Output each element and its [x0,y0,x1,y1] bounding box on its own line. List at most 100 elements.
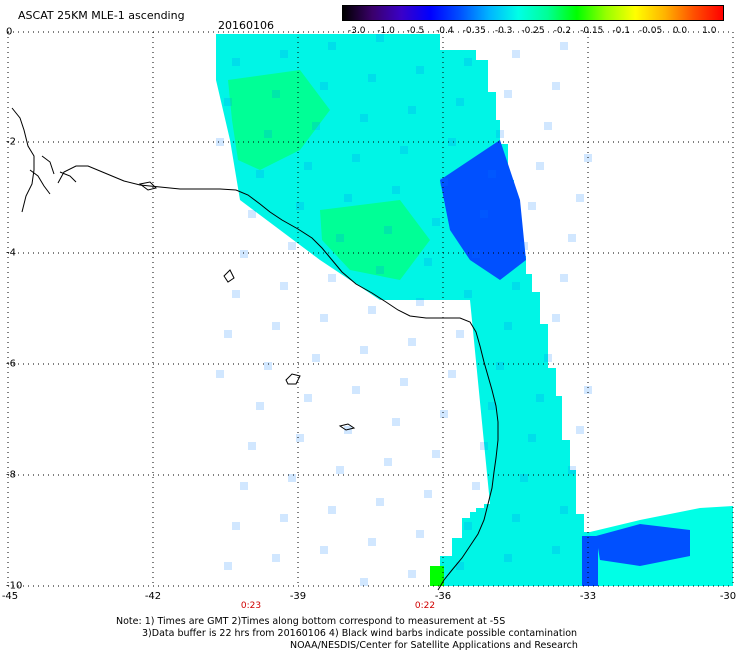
swath-pixel [456,98,464,106]
swath-pixel [256,402,264,410]
colorbar-tick-label: -0.25 [521,26,545,36]
swath-pixel [376,34,384,42]
swath-pixel [512,514,520,522]
swath-pixel [320,546,328,554]
swath-pixel [512,50,520,58]
swath-pixel [512,282,520,290]
swath-pixel [440,178,448,186]
swath-pixel [400,378,408,386]
swath-pixel [488,402,496,410]
swath-pixel [568,466,576,474]
island [338,423,356,431]
swath-pixel [288,474,296,482]
swath-pixel [320,314,328,322]
swath-pixel [216,138,224,146]
product-title: ASCAT 25KM MLE-1 ascending [18,9,185,22]
swath-pixel [504,90,512,98]
longitude-label: -33 [579,591,597,602]
swath-pixel [584,386,592,394]
swath-pixel [272,322,280,330]
swath-pixel [360,346,368,354]
swath-pixel [384,458,392,466]
colorbar-tick-label: -0.2 [553,26,572,36]
swath-pixel [232,58,240,66]
swath-pixel [368,306,376,314]
swath-pixel [424,490,432,498]
island [11,107,77,213]
swath-pixel [296,434,304,442]
swath-pixel [568,234,576,242]
swath-pixel [488,170,496,178]
swath-pixel [440,410,448,418]
colorbar-tick-label: -0.4 [436,26,454,36]
time-label: 0:22 [414,601,436,611]
swath-pixel [504,554,512,562]
swath-pixel [448,138,456,146]
swath-pixel [368,538,376,546]
swath-pixel [360,114,368,122]
swath-pixel [552,314,560,322]
swath-blue-region [440,140,526,280]
colorbar [342,5,724,21]
time-label: 0:23 [240,601,262,611]
swath-pixel [472,482,480,490]
longitude-label: -39 [289,591,307,602]
product-date: 20160106 [218,19,274,32]
swath-pixel [424,258,432,266]
swath-green-region [320,200,430,280]
swath-pixel [560,42,568,50]
island [138,181,157,191]
swath-pixel [312,122,320,130]
swath-pixel [272,554,280,562]
swath-pixel [472,250,480,258]
swath-pixel [576,426,584,434]
note-line: Note: 1) Times are GMT 2)Times along bot… [116,616,506,627]
swath-pixel [312,354,320,362]
graticule-grid [7,31,734,587]
swath-pixel [328,274,336,282]
swath-pixel [368,74,376,82]
swath-pixel [320,82,328,90]
swath-pixel [560,506,568,514]
swath-pixel [336,466,344,474]
colorbar-tick-label: -0.1 [612,26,630,36]
colorbar-tick-label: -3.0 [347,26,366,36]
swath-pixel [224,562,232,570]
swath-pixel [240,482,248,490]
longitude-label: -36 [434,591,452,602]
colorbar-tick-label: -0.05 [638,26,663,36]
longitude-label: -30 [719,591,737,602]
ascat-swath-data [216,34,733,586]
island [285,373,301,385]
swath-pixel [400,146,408,154]
swath-pixel [456,330,464,338]
swath-pixel [272,90,280,98]
swath-pixel [224,98,232,106]
swath-pixel [432,450,440,458]
swath-pixel [464,58,472,66]
swath-pixel [520,242,528,250]
swath-pixel [216,370,224,378]
colorbar-tick-label: -0.5 [406,26,425,36]
swath-pixel [464,522,472,530]
swath-pixel [360,578,368,586]
swath-pixel [536,394,544,402]
swath-pixel [496,130,504,138]
latitude-label: -4 [6,247,16,259]
colorbar-tick-label: 0.0 [672,26,688,36]
swath-pixel [256,170,264,178]
swath-pixel [280,282,288,290]
latitude-label: 0 [6,26,13,38]
coastline [57,165,499,591]
colorbar-tick-label: -0.35 [462,26,486,36]
swath-pixel [264,362,272,370]
swath-pixel [456,562,464,570]
swath-pixel [392,418,400,426]
swath-pixel [552,82,560,90]
swath-pixel [408,338,416,346]
latitude-label: -2 [6,136,16,148]
swath-pixel [280,514,288,522]
swath-pixel [576,194,584,202]
swath-pixel [496,362,504,370]
